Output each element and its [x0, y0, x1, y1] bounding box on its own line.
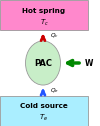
Circle shape [26, 41, 60, 85]
FancyBboxPatch shape [0, 0, 88, 30]
Text: $T_c$: $T_c$ [40, 18, 48, 28]
Text: $T_e$: $T_e$ [40, 113, 48, 123]
FancyBboxPatch shape [0, 96, 88, 126]
Text: $Q_e$: $Q_e$ [50, 86, 59, 95]
Text: $Q_c$: $Q_c$ [50, 32, 59, 40]
Text: W: W [85, 58, 93, 68]
Text: PAC: PAC [34, 58, 52, 68]
Text: Hot spring: Hot spring [22, 8, 66, 14]
Text: Cold source: Cold source [20, 103, 68, 109]
